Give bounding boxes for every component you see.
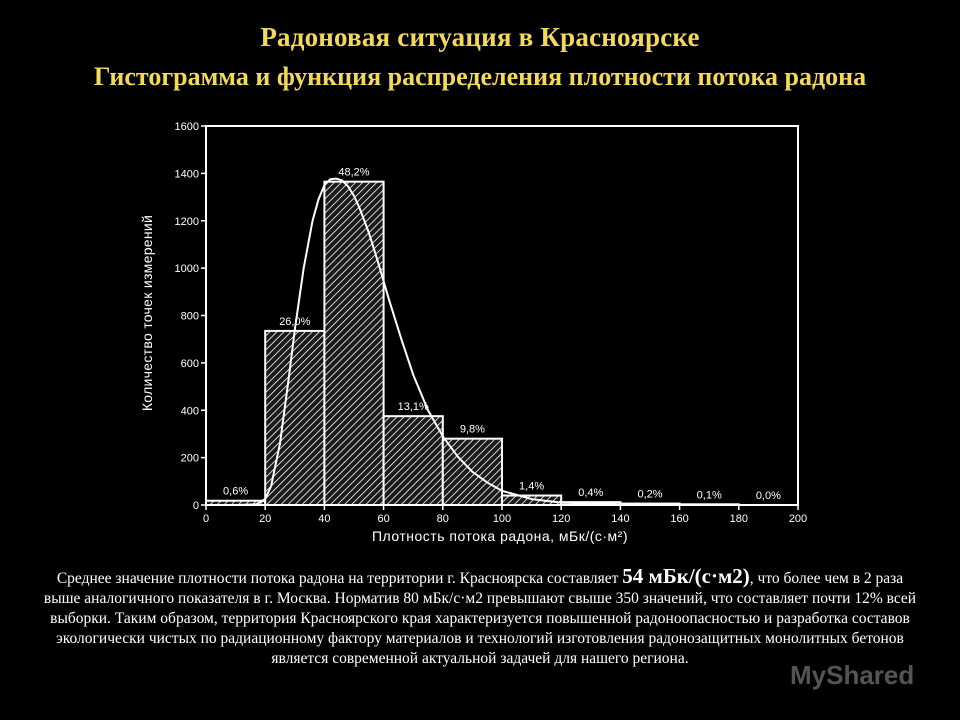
x-tick-label: 60 bbox=[377, 513, 389, 525]
bar-percent-label: 0,6% bbox=[223, 486, 248, 498]
y-tick-label: 1600 bbox=[175, 121, 199, 133]
x-tick-label: 200 bbox=[789, 513, 807, 525]
x-tick-label: 160 bbox=[670, 513, 688, 525]
slide-subtitle: Гистограмма и функция распределения плот… bbox=[93, 62, 867, 91]
slide-title: Радоновая ситуация в Красноярске bbox=[260, 22, 700, 52]
x-tick-label: 140 bbox=[611, 513, 629, 525]
distribution-curve bbox=[206, 177, 798, 506]
x-tick-label: 0 bbox=[203, 513, 209, 525]
x-tick-label: 20 bbox=[259, 513, 271, 525]
histogram-chart: 0 20 40 60 80 100 120 140 160 180 200 0 200 400 600 800… bbox=[139, 121, 807, 544]
bar-percent-label: 0,1% bbox=[697, 489, 722, 501]
bar-percent-label: 0,4% bbox=[578, 487, 603, 499]
bar-percent-label: 0,0% bbox=[756, 490, 781, 502]
x-tick-label: 80 bbox=[437, 513, 449, 525]
x-tick-label: 180 bbox=[730, 513, 748, 525]
watermark-logo: MyShared bbox=[790, 660, 915, 690]
y-tick-label: 200 bbox=[181, 453, 199, 465]
y-tick-label: 400 bbox=[181, 405, 199, 417]
bar-percent-label: 9,8% bbox=[460, 424, 485, 436]
histogram-bar bbox=[264, 329, 326, 506]
y-tick-label: 1200 bbox=[175, 216, 199, 228]
description-text: Среднее значение плотности потока радона… bbox=[40, 566, 920, 669]
y-tick-label: 1400 bbox=[175, 168, 199, 180]
y-axis-label: Количество точек измерений bbox=[139, 215, 155, 411]
mean-value-highlight: 54 мБк/(с·м2) bbox=[622, 564, 750, 588]
x-tick-label: 120 bbox=[552, 513, 570, 525]
bar-percent-label: 0,2% bbox=[637, 489, 662, 501]
histogram-bar bbox=[323, 180, 385, 506]
x-tick-label: 40 bbox=[318, 513, 330, 525]
y-tick-label: 600 bbox=[181, 358, 199, 370]
description-post: , что более чем в 2 раза выше аналогично… bbox=[43, 570, 917, 667]
histogram-bar bbox=[382, 415, 444, 506]
y-tick-label: 0 bbox=[193, 500, 199, 512]
y-tick-label: 800 bbox=[181, 311, 199, 323]
bar-percent-label: 1,4% bbox=[519, 481, 544, 493]
bar-percent-label: 13,1% bbox=[398, 401, 429, 413]
x-tick-label: 100 bbox=[493, 513, 511, 525]
description-pre: Среднее значение плотности потока радона… bbox=[56, 570, 623, 587]
y-tick-label: 1000 bbox=[175, 263, 199, 275]
bar-percent-label: 48,2% bbox=[338, 167, 369, 179]
bar-percent-label: 26,0% bbox=[279, 316, 310, 328]
x-axis-label: Плотность потока радона, мБк/(с·м²) bbox=[372, 528, 628, 544]
histogram-bar bbox=[501, 494, 563, 506]
